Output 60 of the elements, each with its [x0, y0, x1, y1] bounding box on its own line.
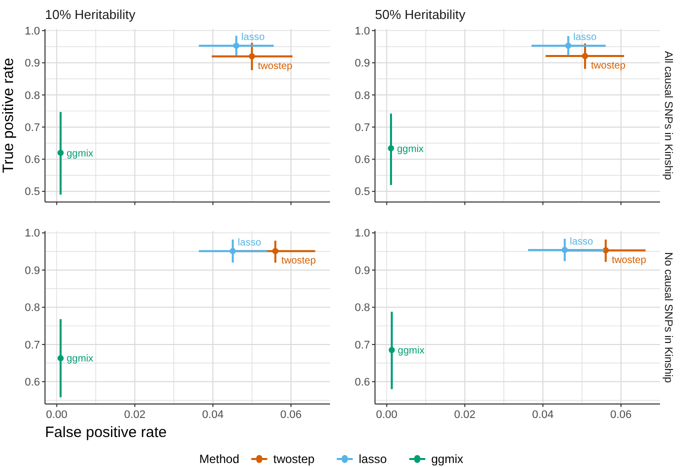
- series-label: twostep: [591, 60, 626, 72]
- series-label: ggmix: [397, 144, 424, 155]
- point: [388, 346, 395, 354]
- point: [388, 145, 394, 152]
- x-tick-label: 0.00: [46, 409, 68, 421]
- legend-label: twostep: [273, 452, 315, 466]
- y-tick-label: 0.6: [24, 154, 40, 166]
- y-tick-label: 0.9: [24, 264, 40, 277]
- legend-label: lasso: [358, 452, 388, 466]
- x-axis-title: False positive rate: [45, 424, 167, 441]
- chart-title: 50% Heritability: [375, 7, 466, 22]
- y-tick-label: 0.6: [354, 376, 370, 389]
- point: [58, 150, 64, 156]
- y-tick-label: 1.0: [354, 228, 370, 240]
- y-tick-label: 0.9: [24, 58, 40, 70]
- point: [248, 53, 256, 60]
- y-tick-label: 0.8: [354, 90, 370, 102]
- text: lasso: [238, 238, 262, 249]
- point: [565, 42, 572, 49]
- y-tick-label: 0.7: [354, 122, 370, 134]
- y-axis-title: True positive rate: [0, 58, 17, 174]
- legend-label: ggmix: [431, 452, 464, 466]
- y-tick-label: 0.6: [24, 376, 40, 389]
- y-tick-label: 0.7: [24, 122, 40, 134]
- y-tick-label: 1.0: [354, 25, 370, 38]
- y-tick-label: 1.0: [24, 25, 40, 38]
- y-tick-label: 0.7: [354, 339, 370, 352]
- series-label: ggmix: [398, 346, 424, 357]
- series-label: lasso: [241, 32, 266, 44]
- point: [562, 246, 568, 254]
- text: All causal SNPs in Kinship: [662, 50, 674, 180]
- series-label: ggmix: [66, 148, 94, 160]
- chart-title: 10% Heritability: [45, 7, 136, 22]
- point: [582, 52, 588, 60]
- text: No causal SNPs in Kinship: [662, 252, 674, 383]
- y-tick-label: 0.6: [354, 154, 370, 166]
- x-tick-label: 0.02: [454, 409, 476, 421]
- x-tick-label: 0.06: [610, 409, 632, 421]
- x-tick-label: 0.02: [124, 409, 146, 421]
- x-tick-label: 0.04: [202, 409, 224, 421]
- text: twostep: [281, 256, 316, 267]
- y-tick-label: 0.8: [354, 302, 370, 314]
- text: ggmix: [66, 354, 94, 365]
- x-tick-label: 0.04: [532, 409, 554, 421]
- y-tick-label: 0.9: [354, 58, 370, 70]
- series-label: twostep: [258, 60, 293, 72]
- y-tick-label: 0.8: [24, 90, 40, 102]
- x-tick-label: 0.00: [376, 409, 398, 421]
- y-tick-label: 0.7: [24, 339, 40, 352]
- series-label: lasso: [573, 32, 598, 44]
- y-tick-label: 0.5: [24, 186, 40, 198]
- y-tick-label: 0.9: [354, 264, 370, 277]
- y-tick-label: 0.8: [24, 302, 40, 314]
- series-label: twostep: [612, 254, 647, 266]
- point: [233, 42, 240, 49]
- x-tick-label: 0.06: [280, 409, 302, 421]
- legend-title: Method: [199, 452, 240, 466]
- series-label: lasso: [570, 236, 594, 248]
- y-tick-label: 1.0: [24, 228, 40, 240]
- y-tick-label: 0.5: [354, 186, 370, 198]
